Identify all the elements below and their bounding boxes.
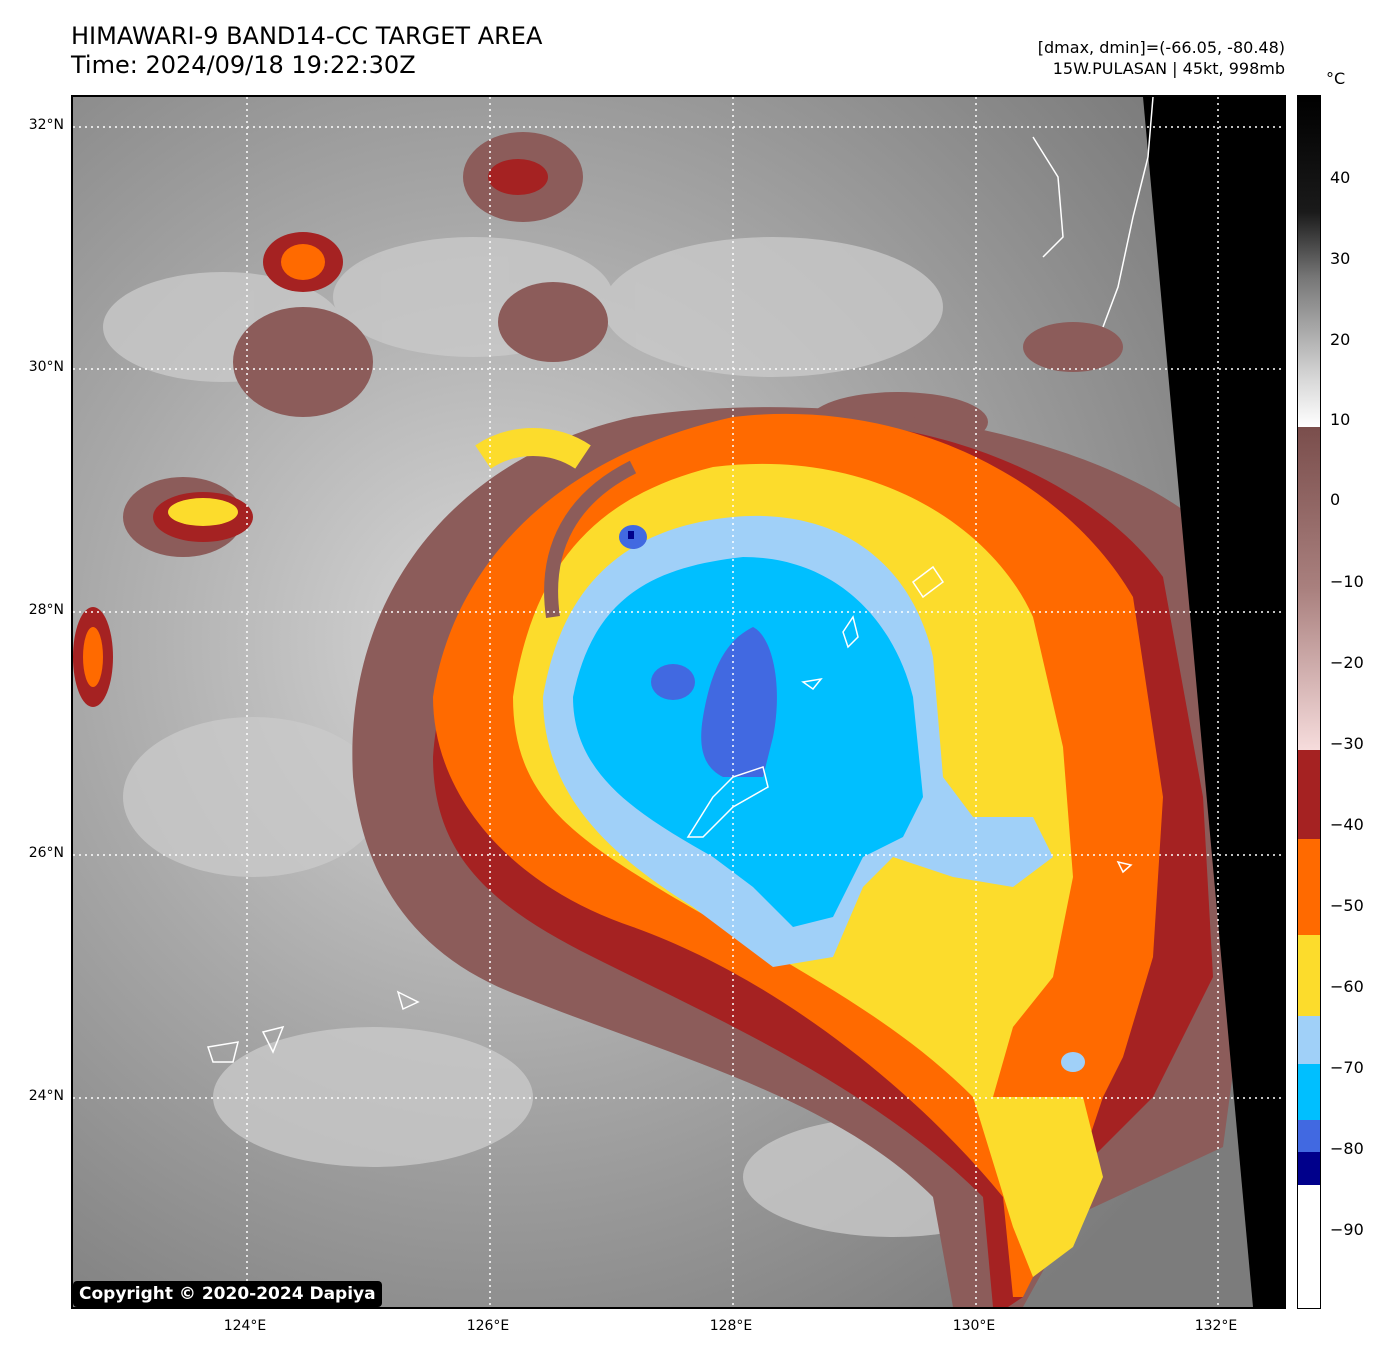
lat-label-28n: 28°N [28, 602, 64, 618]
colorbar-tick-10: 10 [1330, 410, 1351, 429]
warm-orange-cores [83, 244, 325, 687]
copyright-notice: Copyright © 2020-2024 Dapiya [73, 1281, 382, 1307]
colorbar-tick-minus10: −10 [1330, 572, 1364, 591]
colorbar-tick-minus60: −60 [1330, 977, 1364, 996]
colorbar [1297, 95, 1321, 1309]
colorbar-tick-40: 40 [1330, 168, 1351, 187]
lon-label-126e: 126°E [466, 1318, 510, 1334]
nw-arc-inner [544, 460, 637, 618]
colorbar-tick-minus70: −70 [1330, 1058, 1364, 1077]
colorbar-tick-minus40: −40 [1330, 815, 1364, 834]
colorbar-band-royalblue [1298, 1120, 1320, 1152]
colorbar-tick-30: 30 [1330, 249, 1351, 268]
colorbar-tick-20: 20 [1330, 330, 1351, 349]
lat-label-24n: 24°N [28, 1088, 64, 1104]
colorbar-tick-minus20: −20 [1330, 653, 1364, 672]
gridlines [73, 97, 1284, 1307]
chart-time: Time: 2024/09/18 19:22:30Z [71, 51, 416, 79]
colorbar-band-lightblue [1298, 1016, 1320, 1064]
colorbar-band-white [1298, 1185, 1320, 1308]
coldest-pixel [628, 531, 634, 539]
colorbar-tick-minus30: −30 [1330, 734, 1364, 753]
lon-label-124e: 124°E [223, 1318, 267, 1334]
colorbar-unit: °C [1326, 69, 1346, 88]
colorbar-tick-0: 0 [1330, 490, 1341, 509]
colorbar-band-red [1298, 750, 1320, 839]
yellow-core-west [168, 498, 238, 526]
colorbar-tick-minus90: −90 [1330, 1220, 1364, 1239]
storm-info: 15W.PULASAN | 45kt, 998mb [1052, 59, 1285, 78]
lat-label-26n: 26°N [28, 845, 64, 861]
nw-arc [475, 428, 591, 470]
colorbar-band-warm [1298, 96, 1320, 427]
colorbar-band-pink [1298, 427, 1320, 750]
chart-title: HIMAWARI-9 BAND14-CC TARGET AREA [71, 22, 543, 50]
colorbar-tick-minus80: −80 [1330, 1139, 1364, 1158]
off-disk-black [1143, 97, 1284, 1307]
coastlines [207, 97, 1154, 1063]
lon-label-130e: 130°E [952, 1318, 996, 1334]
dmax-dmin-readout: [dmax, dmin]=(-66.05, -80.48) [1037, 38, 1285, 57]
colorbar-tick-minus50: −50 [1330, 896, 1364, 915]
colorbar-band-orange [1298, 839, 1320, 935]
darkblue-core [701, 627, 777, 777]
darkblue-spot-west [651, 664, 695, 700]
colorbar-band-blue [1298, 1064, 1320, 1120]
blue-spot-south [1061, 1052, 1085, 1072]
lon-label-128e: 128°E [709, 1318, 753, 1334]
colorbar-band-yellow [1298, 935, 1320, 1016]
lon-label-132e: 132°E [1194, 1318, 1238, 1334]
satellite-map [71, 95, 1286, 1309]
lat-label-30n: 30°N [28, 359, 64, 375]
colorbar-band-darkblue [1298, 1152, 1320, 1185]
lat-label-32n: 32°N [28, 117, 64, 133]
